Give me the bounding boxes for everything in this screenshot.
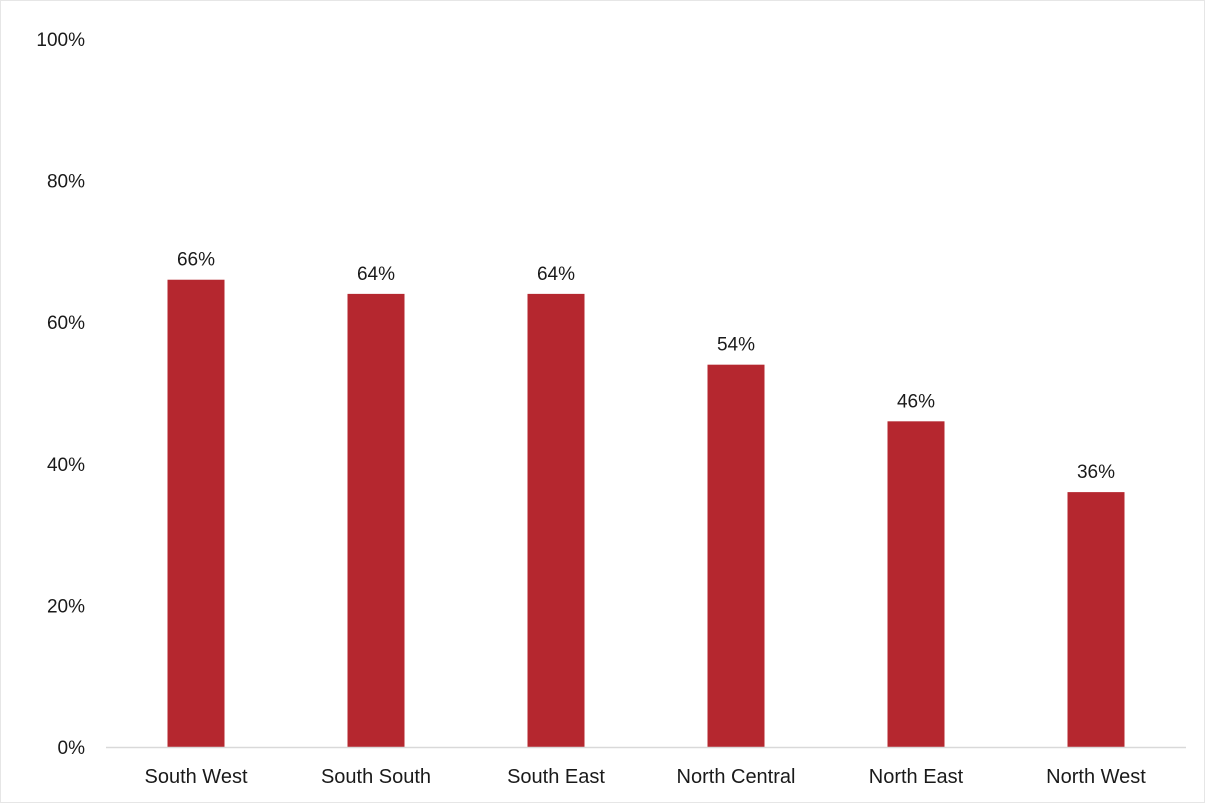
data-label: 64% [537,264,575,285]
bar [1067,492,1125,747]
data-label: 46% [897,391,935,412]
x-axis-labels: South West South South South East North Cen… [144,766,1146,788]
y-tick-label: 60% [47,313,85,334]
bar [347,293,405,747]
data-label: 54% [717,335,755,356]
data-label: 36% [1077,462,1115,483]
x-tick-label: South West [144,766,247,788]
x-tick-label: North West [1046,766,1146,788]
y-tick-label: 80% [47,172,85,193]
x-tick-label: North Central [677,766,796,788]
x-tick-label: South East [507,766,605,788]
data-labels-group: 66% 64% 64% 54% 46% 36% [177,250,1115,483]
bars-group [167,279,1125,747]
bar [167,279,225,747]
data-label: 64% [357,264,395,285]
x-tick-label: North East [869,766,964,788]
y-tick-label: 40% [47,455,85,476]
y-axis-ticks: 0% 20% 40% 60% 80% 100% [36,30,85,759]
bar [527,293,585,747]
x-tick-label: South South [321,766,431,788]
bar [887,421,945,747]
bar [707,364,765,747]
y-tick-label: 100% [36,30,85,51]
data-label: 66% [177,250,215,271]
y-tick-label: 0% [58,738,86,759]
y-tick-label: 20% [47,596,85,617]
